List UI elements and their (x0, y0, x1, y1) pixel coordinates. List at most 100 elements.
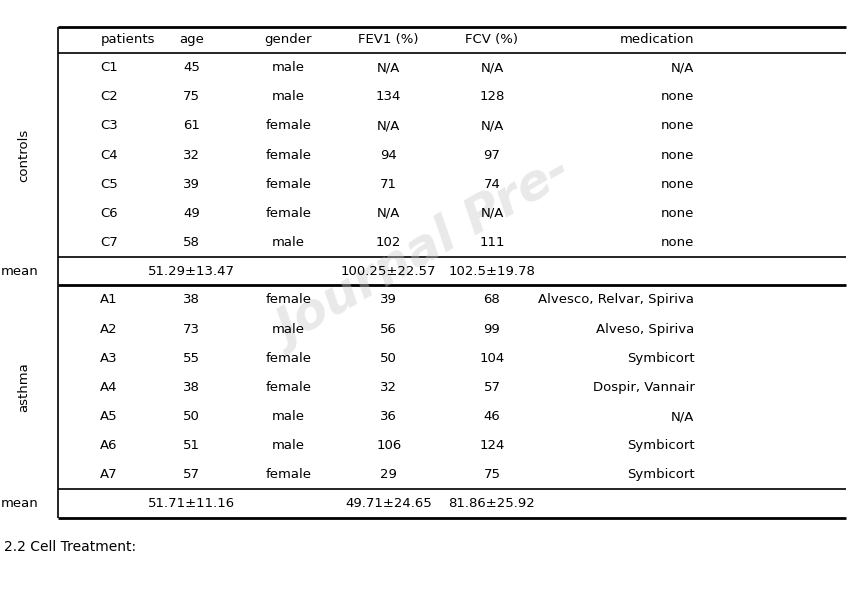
Text: N/A: N/A (672, 61, 694, 74)
Text: C7: C7 (100, 236, 118, 249)
Text: age: age (178, 33, 204, 47)
Text: 51.29±13.47: 51.29±13.47 (148, 264, 235, 278)
Text: N/A: N/A (480, 207, 504, 220)
Text: C4: C4 (100, 148, 118, 161)
Text: 102: 102 (376, 236, 401, 249)
Text: 36: 36 (380, 410, 397, 423)
Text: FEV1 (%): FEV1 (%) (359, 33, 419, 47)
Text: 58: 58 (183, 236, 200, 249)
Text: female: female (265, 293, 311, 306)
Text: 49.71±24.65: 49.71±24.65 (345, 497, 432, 510)
Text: female: female (265, 381, 311, 394)
Text: male: male (272, 90, 305, 103)
Text: none: none (661, 120, 694, 133)
Text: none: none (661, 236, 694, 249)
Text: 111: 111 (479, 236, 505, 249)
Text: Journal Pre-: Journal Pre- (269, 150, 581, 357)
Text: 49: 49 (183, 207, 200, 220)
Text: gender: gender (264, 33, 312, 47)
Text: N/A: N/A (377, 61, 400, 74)
Text: A2: A2 (100, 323, 118, 336)
Text: 75: 75 (183, 90, 200, 103)
Text: 39: 39 (380, 293, 397, 306)
Text: 61: 61 (183, 120, 200, 133)
Text: male: male (272, 439, 305, 452)
Text: mean: mean (1, 497, 38, 510)
Text: 39: 39 (183, 178, 200, 191)
Text: 46: 46 (484, 410, 501, 423)
Text: 38: 38 (183, 381, 200, 394)
Text: 2.2 Cell Treatment:: 2.2 Cell Treatment: (4, 540, 136, 554)
Text: N/A: N/A (672, 410, 694, 423)
Text: 134: 134 (376, 90, 401, 103)
Text: 97: 97 (484, 148, 501, 161)
Text: C5: C5 (100, 178, 118, 191)
Text: A3: A3 (100, 352, 118, 365)
Text: none: none (661, 178, 694, 191)
Text: C1: C1 (100, 61, 118, 74)
Text: male: male (272, 61, 305, 74)
Text: patients: patients (100, 33, 155, 47)
Text: 100.25±22.57: 100.25±22.57 (341, 264, 437, 278)
Text: 51.71±11.16: 51.71±11.16 (148, 497, 235, 510)
Text: Symbicort: Symbicort (626, 439, 694, 452)
Text: N/A: N/A (480, 120, 504, 133)
Text: N/A: N/A (377, 207, 400, 220)
Text: 38: 38 (183, 293, 200, 306)
Text: Alveso, Spiriva: Alveso, Spiriva (596, 323, 694, 336)
Text: 75: 75 (484, 468, 501, 481)
Text: 104: 104 (479, 352, 505, 365)
Text: 81.86±25.92: 81.86±25.92 (449, 497, 536, 510)
Text: 29: 29 (380, 468, 397, 481)
Text: 71: 71 (380, 178, 397, 191)
Text: A5: A5 (100, 410, 118, 423)
Text: mean: mean (1, 264, 38, 278)
Text: medication: medication (620, 33, 694, 47)
Text: none: none (661, 207, 694, 220)
Text: 124: 124 (479, 439, 505, 452)
Text: 68: 68 (484, 293, 501, 306)
Text: Alvesco, Relvar, Spiriva: Alvesco, Relvar, Spiriva (538, 293, 694, 306)
Text: 50: 50 (380, 352, 397, 365)
Text: 74: 74 (484, 178, 501, 191)
Text: female: female (265, 148, 311, 161)
Text: N/A: N/A (480, 61, 504, 74)
Text: male: male (272, 323, 305, 336)
Text: 99: 99 (484, 323, 501, 336)
Text: 55: 55 (183, 352, 200, 365)
Text: C6: C6 (100, 207, 118, 220)
Text: 45: 45 (183, 61, 200, 74)
Text: none: none (661, 90, 694, 103)
Text: A7: A7 (100, 468, 118, 481)
Text: female: female (265, 207, 311, 220)
Text: asthma: asthma (17, 363, 31, 412)
Text: Symbicort: Symbicort (626, 352, 694, 365)
Text: 128: 128 (479, 90, 505, 103)
Text: 51: 51 (183, 439, 200, 452)
Text: female: female (265, 468, 311, 481)
Text: N/A: N/A (377, 120, 400, 133)
Text: 32: 32 (380, 381, 397, 394)
Text: C3: C3 (100, 120, 118, 133)
Text: female: female (265, 120, 311, 133)
Text: Dospir, Vannair: Dospir, Vannair (592, 381, 694, 394)
Text: 102.5±19.78: 102.5±19.78 (449, 264, 536, 278)
Text: FCV (%): FCV (%) (466, 33, 518, 47)
Text: A6: A6 (100, 439, 118, 452)
Text: 57: 57 (484, 381, 501, 394)
Text: male: male (272, 236, 305, 249)
Text: 73: 73 (183, 323, 200, 336)
Text: 57: 57 (183, 468, 200, 481)
Text: C2: C2 (100, 90, 118, 103)
Text: 50: 50 (183, 410, 200, 423)
Text: A1: A1 (100, 293, 118, 306)
Text: controls: controls (17, 128, 31, 181)
Text: Symbicort: Symbicort (626, 468, 694, 481)
Text: 94: 94 (380, 148, 397, 161)
Text: female: female (265, 352, 311, 365)
Text: male: male (272, 410, 305, 423)
Text: 32: 32 (183, 148, 200, 161)
Text: female: female (265, 178, 311, 191)
Text: A4: A4 (100, 381, 118, 394)
Text: 106: 106 (376, 439, 401, 452)
